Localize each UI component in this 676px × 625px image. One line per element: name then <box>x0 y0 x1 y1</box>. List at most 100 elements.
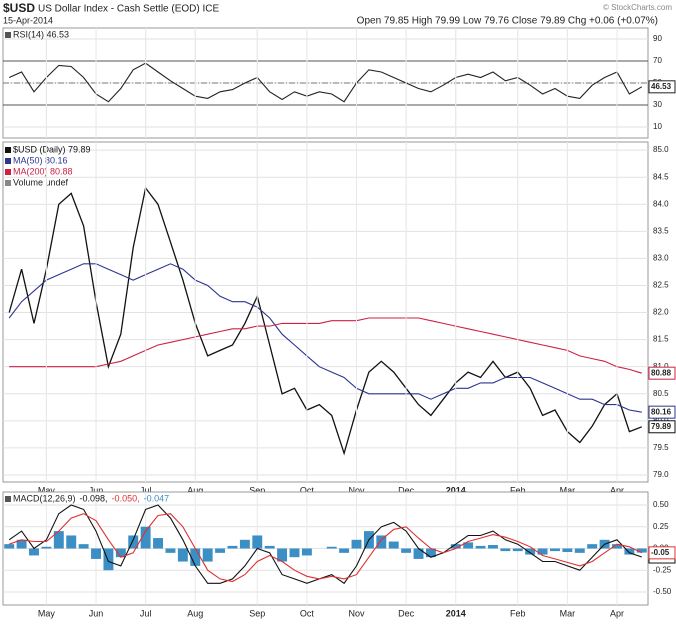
y-tick-label: 0.50 <box>653 500 669 509</box>
line-series <box>8 186 643 456</box>
histogram-bar <box>165 548 176 553</box>
legend-entry: -0.050, <box>112 493 140 503</box>
histogram-bar <box>500 548 511 552</box>
histogram-bar <box>115 548 126 558</box>
value-tag-label: -0.05 <box>651 548 670 557</box>
value-tag <box>648 366 676 380</box>
value-tag-label: 46.53 <box>651 82 672 91</box>
y-tick-label: 83.0 <box>653 254 669 263</box>
panel-title: RSI(14) 46.53 <box>13 29 69 39</box>
histogram-bar <box>326 546 337 549</box>
x-tick-label: Nov <box>349 485 366 495</box>
histogram-bar <box>78 544 89 549</box>
x-tick-label: 2014 <box>446 485 466 495</box>
histogram-bar <box>264 545 275 549</box>
histogram-bar <box>239 539 250 549</box>
histogram-bar <box>624 548 635 555</box>
y-tick-label: 82.0 <box>653 308 669 317</box>
line-series <box>9 513 643 583</box>
histogram-bar <box>351 539 362 549</box>
x-tick-label: Apr <box>610 608 624 618</box>
legend-entry: -0.098, <box>80 493 108 503</box>
histogram-bar <box>215 548 226 553</box>
histogram-bar <box>512 548 523 552</box>
x-tick-label: Feb <box>510 608 526 618</box>
x-tick-label: 2014 <box>446 608 466 618</box>
y-tick-label: 10 <box>653 122 662 131</box>
y-tick-label: 90 <box>653 34 662 43</box>
y-tick-label: 82.5 <box>653 281 669 290</box>
histogram-bar <box>450 544 461 549</box>
histogram-bar <box>388 541 399 549</box>
histogram-bar <box>128 535 139 549</box>
x-tick-label: Jul <box>140 485 152 495</box>
x-tick-label: Jun <box>89 485 104 495</box>
y-tick-label: 84.5 <box>653 172 669 181</box>
line-series <box>8 263 642 413</box>
histogram-bar <box>550 548 560 552</box>
legend-entry: MA(200) 80.88 <box>13 166 73 176</box>
histogram-bar <box>289 548 300 558</box>
histogram-bar <box>636 548 647 553</box>
histogram-bar <box>475 545 486 549</box>
legend-swatch <box>5 147 11 153</box>
value-tag <box>648 546 676 560</box>
histogram-bar <box>487 545 498 549</box>
histogram-bar <box>301 548 312 556</box>
y-tick-label: 79.5 <box>653 443 669 452</box>
y-tick-label: 85.0 <box>653 145 669 154</box>
value-tag-label: 79.89 <box>651 422 672 431</box>
histogram-bar <box>4 544 15 549</box>
histogram-bar <box>177 548 188 562</box>
histogram-bar <box>16 539 27 549</box>
y-tick-label: 84.0 <box>653 199 669 208</box>
histogram-bar <box>525 548 536 555</box>
x-tick-label: May <box>38 485 56 495</box>
legend-swatch <box>5 180 11 186</box>
histogram-bar <box>29 548 39 556</box>
legend-entry: -0.047 <box>144 493 170 503</box>
x-tick-label: Feb <box>510 485 526 495</box>
histogram-bar <box>413 548 424 559</box>
legend-entry: $USD (Daily) 79.89 <box>13 144 91 154</box>
x-tick-label: Dec <box>398 485 415 495</box>
x-tick-label: Mar <box>560 608 576 618</box>
line-series <box>8 504 642 585</box>
legend-entry: Volume undef <box>13 177 69 187</box>
y-tick-label: 83.5 <box>653 226 669 235</box>
date: 15-Apr-2014 <box>3 15 53 25</box>
histogram-bar <box>612 544 622 549</box>
panel-title: MACD(12,26,9) <box>13 493 76 503</box>
histogram-bar <box>587 544 598 549</box>
x-tick-label: Dec <box>398 608 415 618</box>
histogram-bar <box>339 548 350 553</box>
x-tick-label: Apr <box>610 485 624 495</box>
histogram-bar <box>91 548 101 559</box>
panel-frame <box>2 141 649 483</box>
legend-swatch <box>5 169 11 175</box>
y-tick-label: 30 <box>653 100 662 109</box>
line-series <box>9 317 642 374</box>
value-tag <box>648 80 676 94</box>
x-tick-label: Oct <box>300 608 315 618</box>
histogram-bar <box>153 538 164 549</box>
y-tick-label: 0.25 <box>653 522 669 531</box>
histogram-bar <box>190 548 201 566</box>
symbol: $USD <box>3 1 35 15</box>
histogram-bar <box>562 548 573 552</box>
x-tick-label: Aug <box>187 608 203 618</box>
value-tag-label: 80.16 <box>651 407 672 416</box>
histogram-bar <box>202 548 213 562</box>
histogram-bar <box>401 548 412 553</box>
x-tick-label: Oct <box>300 485 315 495</box>
x-tick-label: Sep <box>249 608 265 618</box>
y-tick-label: -0.50 <box>653 587 672 596</box>
histogram-bar <box>277 548 288 562</box>
x-tick-label: Jun <box>89 608 104 618</box>
histogram-bar <box>227 545 238 549</box>
x-tick-label: Jul <box>140 608 152 618</box>
line-series <box>8 62 643 103</box>
instrument-name: US Dollar Index - Cash Settle (EOD) ICE <box>38 4 219 15</box>
credit: © StockCharts.com <box>603 3 672 12</box>
